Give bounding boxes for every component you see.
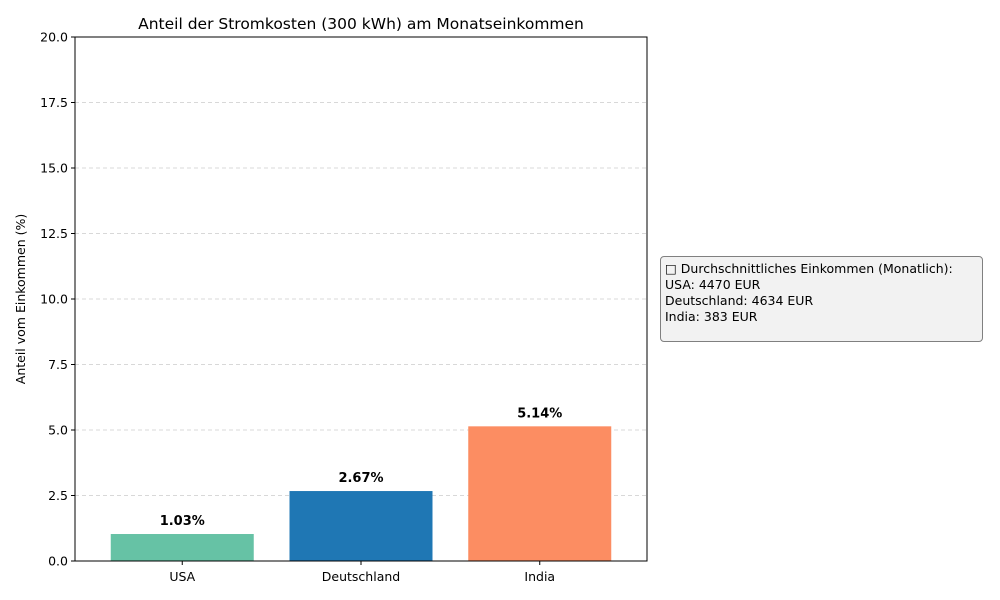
bar-india: [468, 426, 612, 561]
info-box-heading: □ Durchschnittliches Einkommen (Monatlic…: [665, 261, 953, 276]
y-tick-label: 15.0: [40, 161, 68, 176]
bar-usa: [110, 534, 254, 561]
bar-value-labels: 1.03% 2.67% 5.14%: [160, 406, 563, 529]
income-info-box: □ Durchschnittliches Einkommen (Monatlic…: [660, 256, 983, 342]
bar-value-label: 5.14%: [517, 406, 562, 421]
bars: [110, 426, 612, 561]
y-tick-label: 20.0: [40, 30, 68, 45]
bar-value-label: 1.03%: [160, 514, 205, 529]
x-axis-ticks: USA Deutschland India: [169, 561, 555, 584]
y-tick-label: 12.5: [40, 226, 68, 241]
y-axis-ticks: 0.0 2.5 5.0 7.5 10.0 12.5 15.0 17.5 20.0: [40, 30, 75, 569]
y-tick-label: 7.5: [48, 357, 68, 372]
y-tick-label: 10.0: [40, 292, 68, 307]
info-box-line-deutschland: Deutschland: 4634 EUR: [665, 293, 814, 308]
info-box-line-usa: USA: 4470 EUR: [665, 277, 761, 292]
x-tick-label: India: [524, 569, 555, 584]
info-box-line-india: India: 383 EUR: [665, 309, 758, 324]
y-tick-label: 2.5: [48, 488, 68, 503]
y-tick-label: 5.0: [48, 423, 68, 438]
y-tick-label: 17.5: [40, 95, 68, 110]
bar-value-label: 2.67%: [338, 471, 383, 486]
bar-deutschland: [289, 491, 433, 561]
chart-title: Anteil der Stromkosten (300 kWh) am Mona…: [138, 15, 584, 33]
x-tick-label: USA: [169, 569, 195, 584]
x-tick-label: Deutschland: [322, 569, 400, 584]
y-tick-label: 0.0: [48, 554, 68, 569]
y-axis-label: Anteil vom Einkommen (%): [13, 214, 28, 384]
